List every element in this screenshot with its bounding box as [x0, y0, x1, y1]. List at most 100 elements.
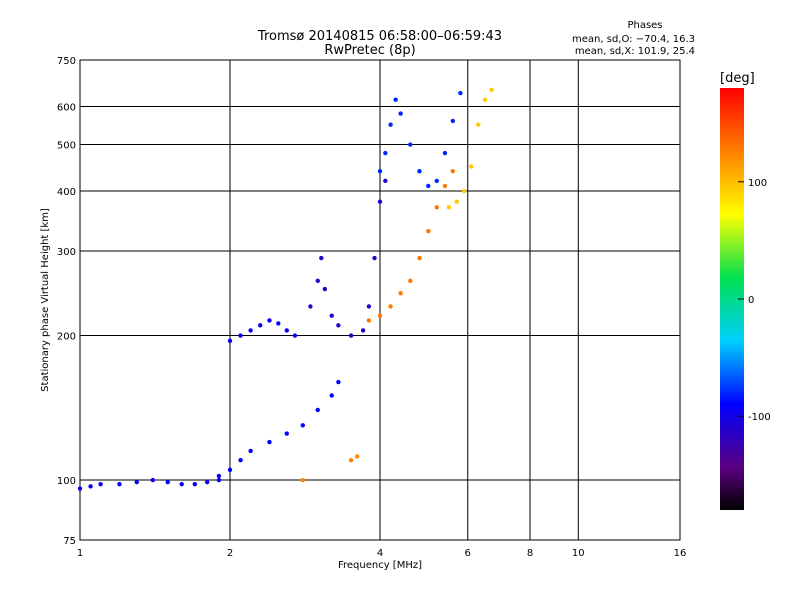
- data-point: [300, 423, 306, 428]
- data-point: [319, 255, 324, 261]
- data-point: [315, 278, 320, 284]
- x-tick-label: 4: [377, 548, 383, 559]
- data-point: [408, 278, 413, 284]
- data-point: [450, 168, 456, 174]
- data-point: [248, 328, 253, 333]
- colorbar-label: [deg]: [720, 71, 755, 86]
- data-point: [300, 477, 306, 483]
- data-point: [398, 291, 403, 296]
- y-tick-label: 750: [57, 56, 76, 67]
- data-point: [238, 333, 243, 338]
- data-point: [366, 304, 372, 309]
- data-point: [469, 164, 474, 169]
- data-point: [336, 323, 341, 328]
- data-point: [284, 328, 289, 333]
- data-point: [417, 255, 422, 261]
- data-point: [388, 122, 393, 127]
- y-tick-label: 200: [57, 332, 76, 343]
- data-point: [398, 111, 403, 116]
- data-point: [77, 486, 83, 491]
- x-axis-label: Frequency [MHz]: [338, 560, 422, 571]
- data-point: [348, 333, 354, 338]
- colorbar-tick-label: 0: [748, 295, 754, 306]
- data-point: [454, 199, 459, 204]
- data-point: [336, 379, 341, 385]
- data-point: [446, 205, 452, 210]
- stats-heading: Phases: [627, 20, 662, 31]
- y-tick-label: 75: [63, 536, 76, 547]
- data-point: [204, 479, 210, 485]
- x-tick-label: 1: [77, 548, 83, 559]
- x-tick-label: 8: [527, 548, 533, 559]
- data-point: [267, 318, 272, 323]
- data-point: [315, 407, 320, 413]
- data-point: [377, 168, 383, 174]
- data-point: [388, 304, 393, 309]
- colorbar-tick-label: 100: [748, 178, 767, 189]
- data-point: [98, 482, 103, 487]
- y-tick-label: 500: [57, 141, 76, 152]
- y-tick-label: 100: [57, 476, 76, 487]
- data-point: [442, 183, 448, 189]
- colorbar-tick-label: -100: [748, 412, 771, 423]
- data-point: [408, 142, 413, 147]
- y-tick-label: 400: [57, 187, 76, 198]
- y-tick-label: 600: [57, 103, 76, 114]
- colorbar-ticks: 100 0 -100: [738, 178, 771, 423]
- x-tick-label: 16: [674, 548, 687, 559]
- data-point: [179, 482, 184, 487]
- grid-layer: [80, 60, 680, 540]
- data-point: [238, 457, 243, 463]
- data-point: [426, 183, 431, 189]
- data-point: [377, 199, 383, 204]
- chart-subtitle: RwPretec (8p): [324, 43, 415, 58]
- data-point: [308, 304, 313, 309]
- scatter-points: [77, 87, 494, 491]
- data-point: [150, 477, 156, 483]
- data-point: [482, 97, 488, 102]
- x-axis-ticks: 1 2 4 6 8 10 16: [77, 548, 687, 559]
- data-point: [216, 473, 222, 479]
- data-point: [461, 188, 467, 194]
- data-point: [165, 479, 170, 485]
- data-point: [329, 313, 334, 318]
- data-point: [417, 168, 422, 174]
- data-point: [276, 321, 281, 326]
- y-axis-label: Stationary phase Virtual Height [km]: [40, 208, 51, 392]
- data-point: [366, 318, 372, 323]
- data-point: [192, 482, 198, 487]
- data-point: [248, 448, 253, 454]
- data-point: [227, 467, 233, 473]
- data-point: [267, 439, 272, 445]
- chart-title: Tromsø 20140815 06:58:00–06:59:43: [257, 29, 502, 44]
- data-point: [383, 178, 388, 184]
- data-point: [134, 479, 139, 485]
- data-point: [458, 90, 463, 96]
- data-point: [426, 228, 431, 234]
- data-point: [117, 482, 122, 487]
- data-point: [377, 313, 383, 318]
- data-point: [216, 477, 222, 483]
- data-point: [329, 393, 334, 398]
- data-point: [489, 87, 494, 93]
- data-point: [88, 484, 93, 489]
- data-point: [354, 454, 360, 459]
- data-point: [383, 150, 388, 156]
- x-tick-label: 10: [572, 548, 585, 559]
- data-point: [476, 122, 481, 127]
- data-point: [372, 255, 377, 261]
- stats-line-x: mean, sd,X: 101.9, 25.4: [575, 46, 695, 57]
- x-tick-label: 6: [465, 548, 471, 559]
- stats-line-o: mean, sd,O: −70.4, 16.3: [572, 34, 695, 45]
- data-point: [434, 178, 439, 184]
- data-point: [348, 457, 354, 463]
- data-point: [292, 333, 298, 338]
- x-tick-label: 2: [227, 548, 233, 559]
- data-point: [322, 286, 328, 292]
- data-point: [360, 328, 366, 333]
- data-point: [442, 150, 448, 156]
- y-tick-label: 300: [57, 247, 76, 258]
- data-point: [284, 431, 289, 436]
- data-point: [434, 205, 439, 210]
